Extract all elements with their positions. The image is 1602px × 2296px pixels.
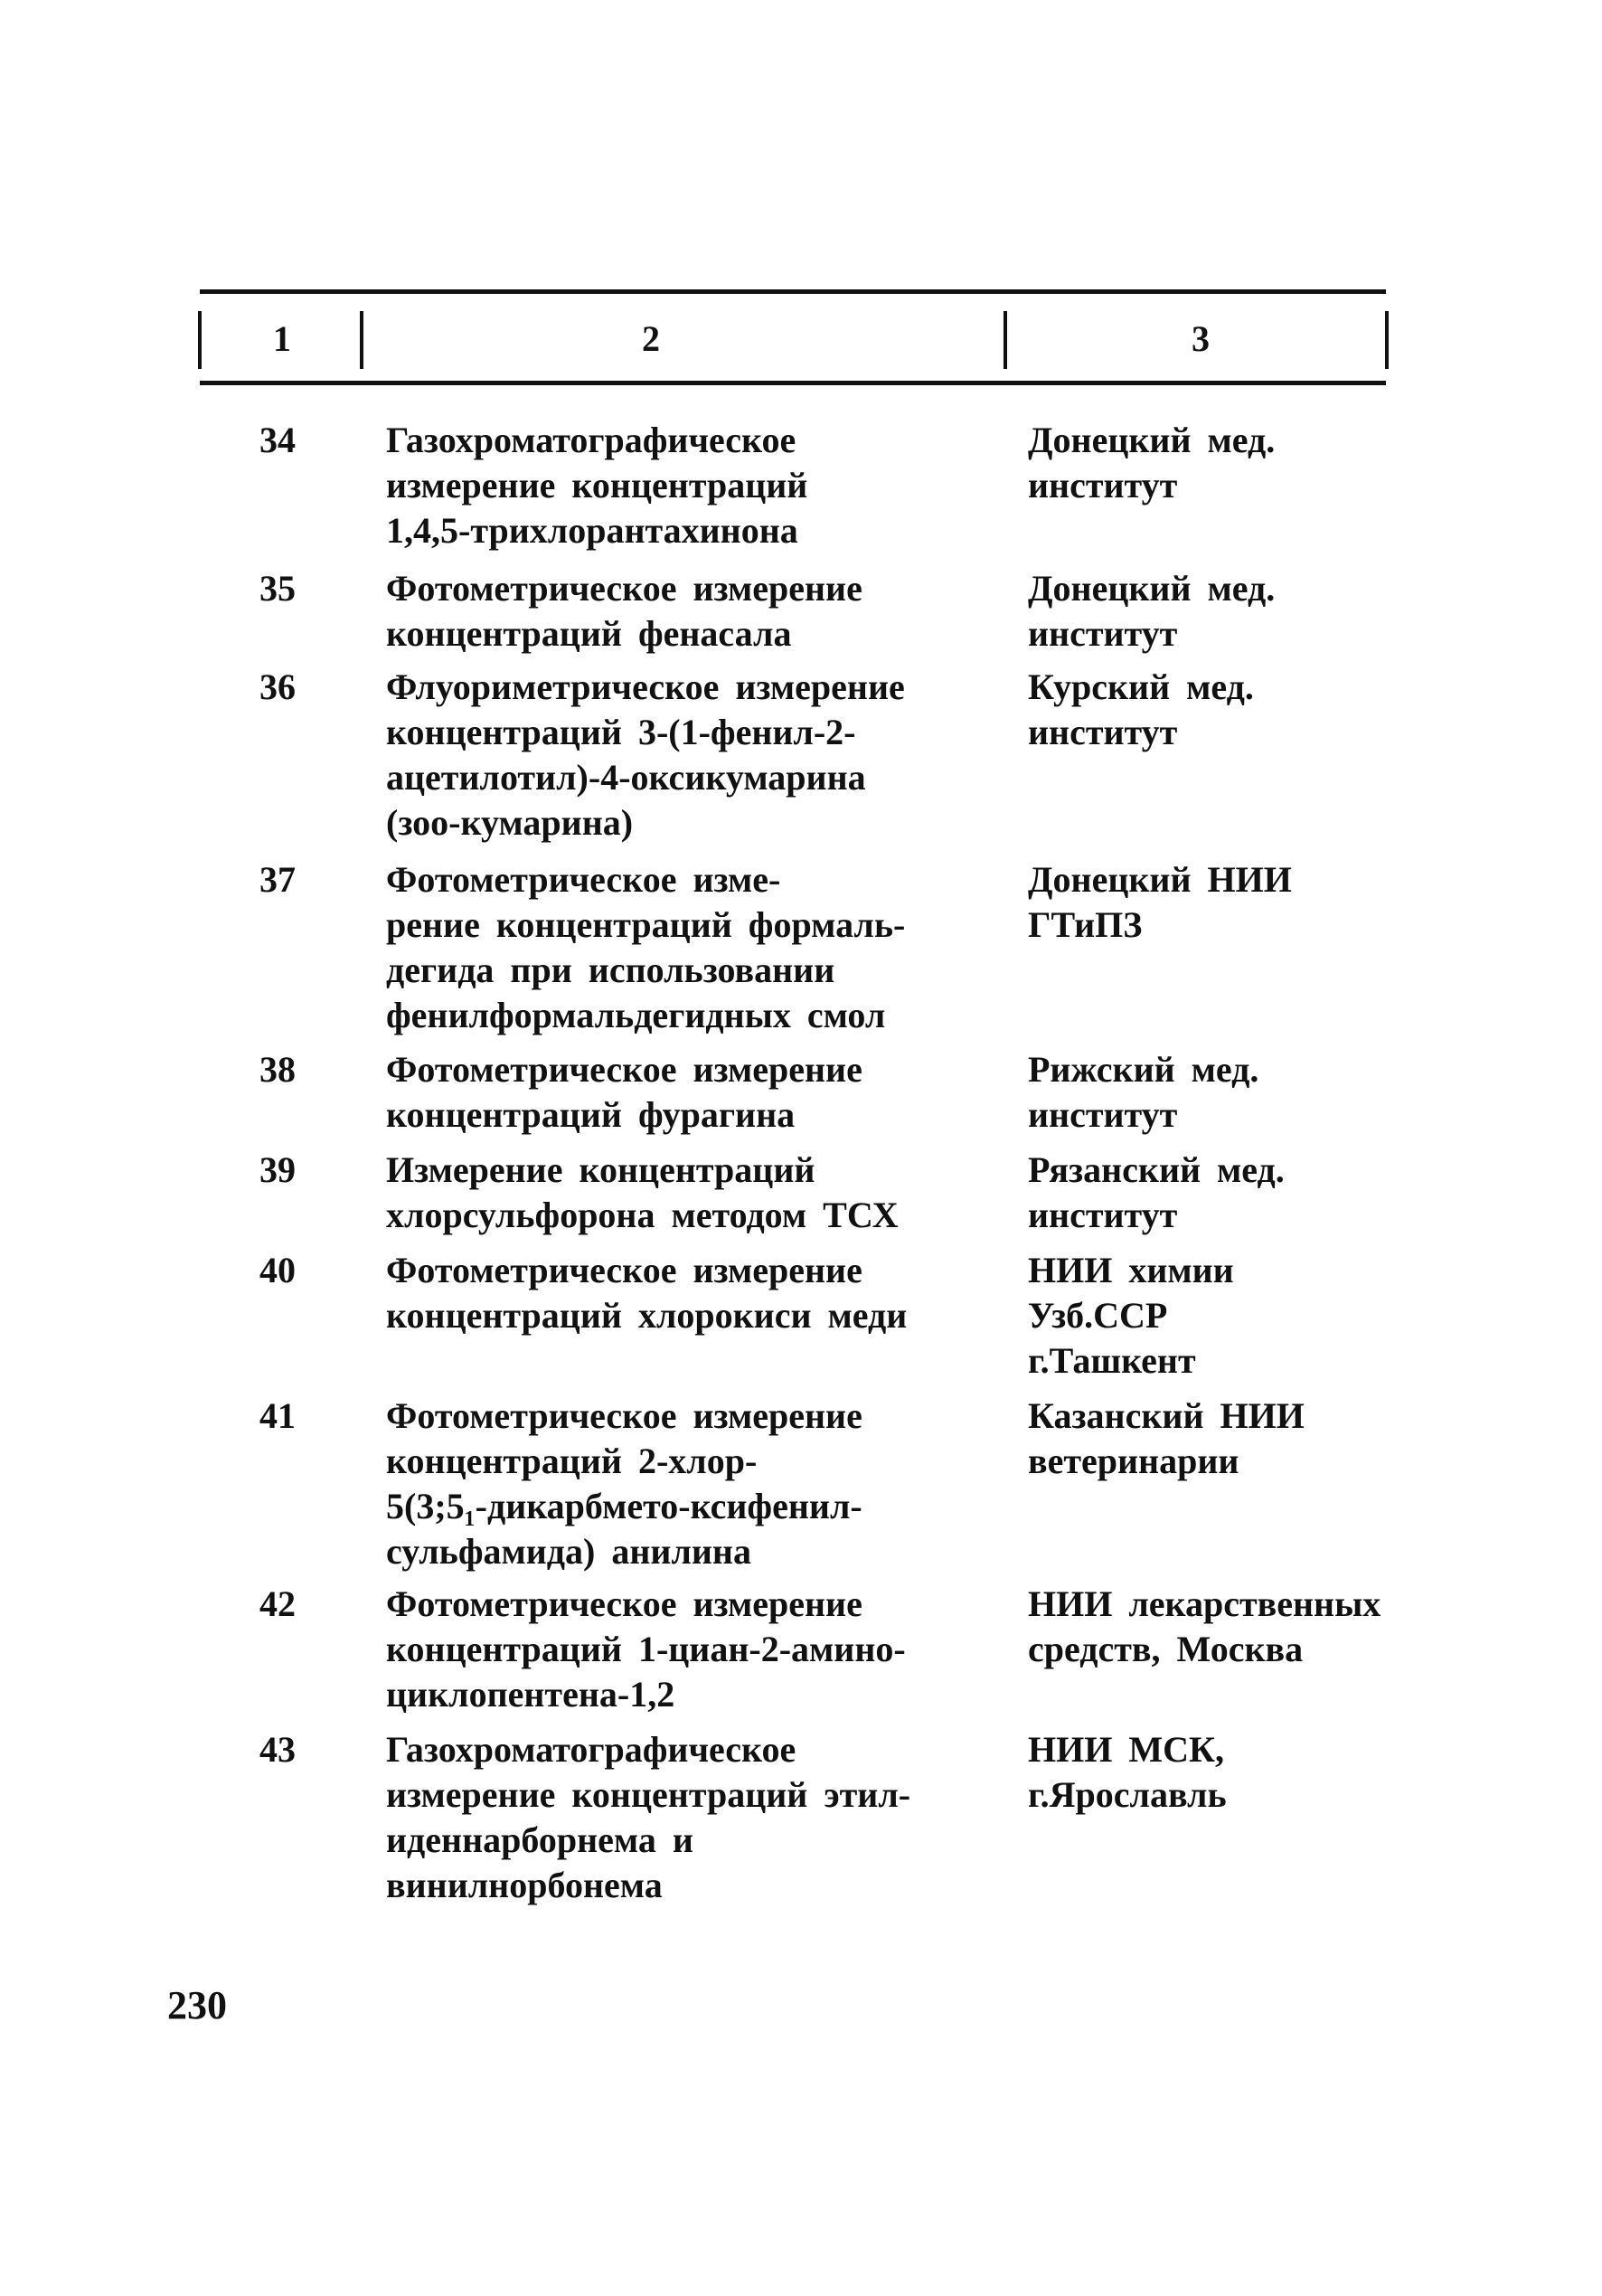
text-line: Газохроматографическое	[386, 1729, 796, 1770]
organization: Рязанский мед. институт	[1028, 1148, 1498, 1238]
text-line: средств, Москва	[1028, 1629, 1304, 1669]
text-line: Фотометрическое измерение	[386, 1049, 862, 1090]
method-description: Флуориметрическое измерение концентраций …	[386, 665, 1010, 846]
row-number: 35	[259, 568, 296, 609]
text-line: концентраций 1-циан-2-амино-	[386, 1629, 906, 1669]
text-line: Фотометрическое измерение	[386, 1583, 862, 1624]
header-col-1: 1	[273, 318, 291, 359]
text-line: Донецкий НИИ	[1028, 859, 1292, 900]
organization: НИИ лекарственных средств, Москва	[1028, 1582, 1498, 1672]
method-description: Фотометрическое изме-рение концентраций …	[386, 857, 1010, 1038]
text-line: дегида при использовании	[386, 950, 835, 990]
row-number: 40	[259, 1250, 296, 1290]
table-header-rule	[200, 381, 1386, 385]
text-line: Узб.ССР	[1028, 1295, 1168, 1336]
table-top-rule	[200, 289, 1386, 294]
method-description: Газохроматографическое измерение концентр…	[386, 418, 1010, 553]
text-line: г.Ташкент	[1028, 1340, 1196, 1381]
text-line: концентраций фенасала	[386, 613, 792, 654]
method-description: Газохроматографическое измерение концентр…	[386, 1727, 1010, 1908]
text-line: ГТиПЗ	[1028, 904, 1143, 945]
text-line: концентраций хлорокиси меди	[386, 1295, 908, 1336]
row-number: 43	[259, 1729, 296, 1770]
text-line: Фотометрическое измерение	[386, 1250, 862, 1290]
method-description: Фотометрическое измерение концентраций фе…	[386, 566, 1010, 657]
text-line: Курский мед.	[1028, 666, 1254, 707]
row-number: 42	[259, 1583, 296, 1624]
text-line: институт	[1028, 465, 1178, 505]
header-col-2: 2	[642, 318, 660, 359]
text-line: циклопентена-1,2	[386, 1674, 675, 1715]
text-line: НИИ МСК,	[1028, 1729, 1224, 1770]
text-line: хлорсульфорона методом ТСХ	[386, 1195, 899, 1235]
text-line: Фотометрическое измерение	[386, 568, 862, 609]
method-description: Фотометрическое измерение концентраций хл…	[386, 1248, 1010, 1338]
text-line: винилнорбонема	[386, 1865, 663, 1905]
row-number: 41	[259, 1395, 296, 1436]
text-line: НИИ химии	[1028, 1250, 1234, 1290]
text-line: Фотометрическое измерение	[386, 1395, 862, 1436]
text-line: сульфамида) анилина	[386, 1531, 751, 1572]
text-line: Рязанский мед.	[1028, 1149, 1285, 1190]
text-line: г.Ярославль	[1028, 1774, 1227, 1815]
header-col-3: 3	[1192, 318, 1210, 359]
text-line: Флуориметрическое измерение	[386, 666, 905, 707]
text-line: Донецкий мед.	[1028, 420, 1276, 460]
text-line: институт	[1028, 613, 1178, 654]
text-line: Фотометрическое изме-	[386, 859, 781, 900]
text-line: концентраций 2-хлор-	[386, 1441, 758, 1481]
text-line: (зоо-кумарина)	[386, 802, 634, 843]
text-line: НИИ лекарственных	[1028, 1583, 1381, 1624]
row-number: 36	[259, 666, 296, 707]
method-description: Фотометрическое измерение концентраций 2-…	[386, 1394, 1010, 1574]
text-line: Казанский НИИ	[1028, 1395, 1305, 1436]
text-line: Рижский мед.	[1028, 1049, 1259, 1090]
organization: НИИ химии Узб.ССР г.Ташкент	[1028, 1248, 1498, 1384]
row-number: 38	[259, 1049, 296, 1090]
text-line: Донецкий мед.	[1028, 568, 1276, 609]
text-line: институт	[1028, 1195, 1178, 1235]
organization: Донецкий НИИ ГТиПЗ	[1028, 857, 1498, 948]
text-line: Измерение концентраций	[386, 1149, 815, 1190]
text-line: измерение концентраций этил-	[386, 1774, 911, 1815]
text-line: фенилформальдегидных смол	[386, 995, 886, 1035]
text-line: рение концентраций формаль-	[386, 904, 906, 945]
method-description: Фотометрическое измерение концентраций фу…	[386, 1047, 1010, 1138]
text-line: 1,4,5-трихлорантахинона	[386, 510, 798, 551]
text-line: ацетилотил)-4-оксикумарина	[386, 757, 866, 798]
text-line: концентраций фурагина	[386, 1094, 796, 1135]
text-line: иденнарборнема и	[386, 1819, 693, 1860]
organization: Донецкий мед. институт	[1028, 566, 1498, 657]
column-divider	[198, 311, 202, 369]
organization: Рижский мед. институт	[1028, 1047, 1498, 1138]
row-number: 39	[259, 1149, 296, 1190]
text-line: институт	[1028, 712, 1178, 752]
row-number: 37	[259, 859, 296, 900]
organization: Курский мед. институт	[1028, 665, 1498, 755]
text-line: ветеринарии	[1028, 1441, 1239, 1481]
column-divider	[360, 311, 363, 369]
column-divider	[1004, 311, 1007, 369]
text-line: Газохроматографическое	[386, 420, 796, 460]
text-line: институт	[1028, 1094, 1178, 1135]
row-number: 34	[259, 420, 296, 460]
text-line: измерение концентраций	[386, 465, 808, 505]
text-line: 5(3;5₁-дикарбмето-ксифенил-	[386, 1486, 862, 1526]
column-divider	[1385, 311, 1389, 369]
method-description: Фотометрическое измерение концентраций 1-…	[386, 1582, 1010, 1717]
organization: Казанский НИИ ветеринарии	[1028, 1394, 1498, 1484]
method-description: Измерение концентраций хлорсульфорона мет…	[386, 1148, 1010, 1238]
organization: Донецкий мед. институт	[1028, 418, 1498, 508]
page-number: 230	[167, 1983, 227, 2027]
organization: НИИ МСК, г.Ярославль	[1028, 1727, 1498, 1818]
text-line: концентраций 3-(1-фенил-2-	[386, 712, 856, 752]
